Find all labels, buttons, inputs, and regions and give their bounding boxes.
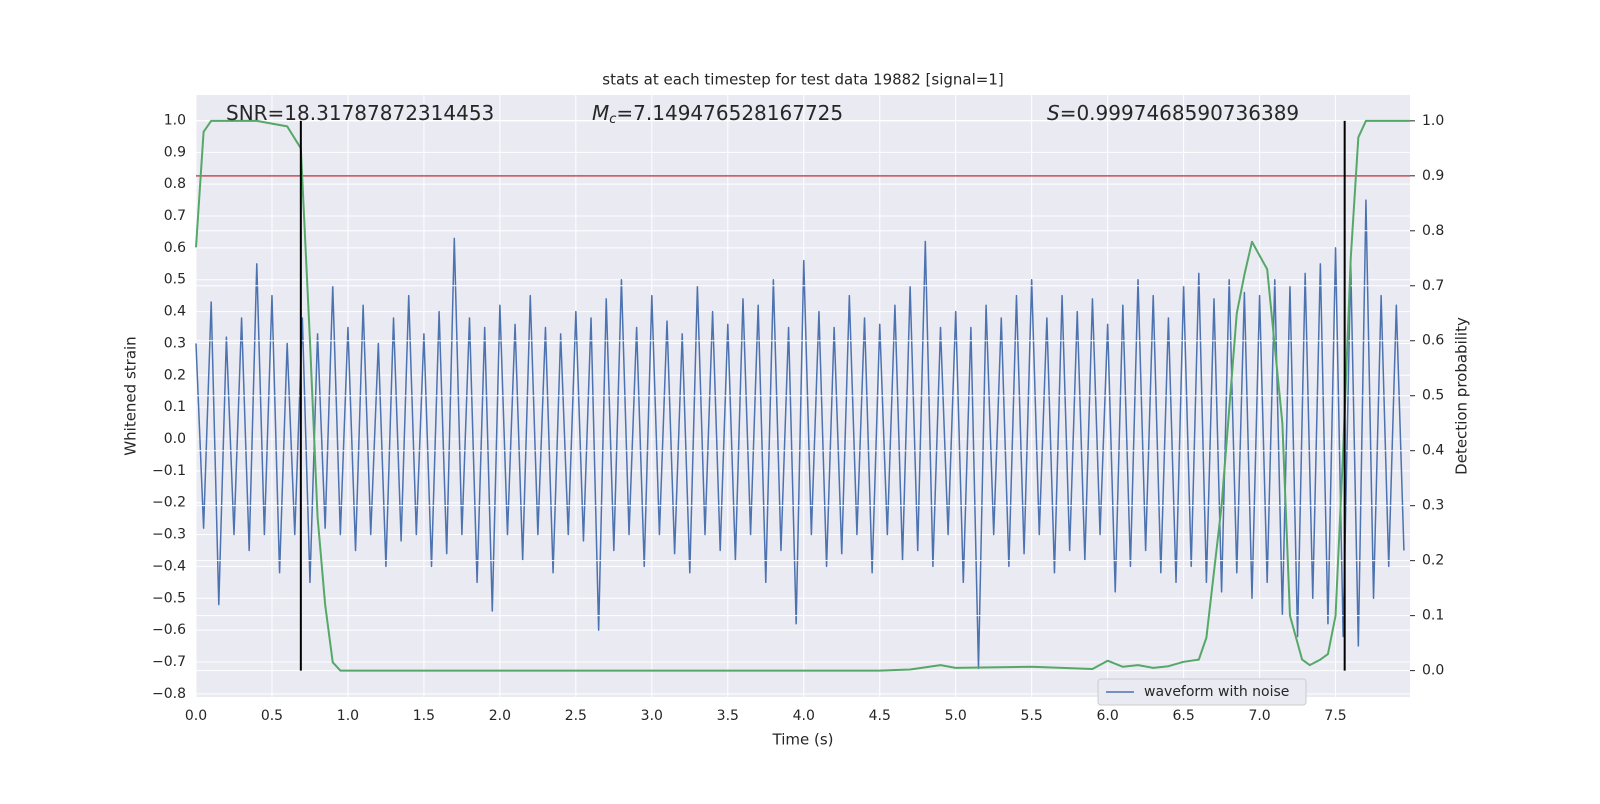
y-tick-label: 0.4	[164, 304, 186, 320]
y2-tick-label: 0.4	[1422, 443, 1444, 459]
y2-tick-label: 1.0	[1422, 113, 1444, 129]
y-tick-label: 0.5	[164, 272, 186, 288]
y-tick-label: −0.5	[152, 590, 186, 606]
x-tick-label: 1.5	[413, 708, 435, 724]
x-tick-label: 0.0	[185, 708, 207, 724]
y-tick-label: −0.8	[152, 686, 186, 702]
y-tick-label: −0.2	[152, 495, 186, 511]
x-tick-label: 5.5	[1021, 708, 1043, 724]
y2-tick-label: 0.9	[1422, 168, 1444, 184]
x-tick-label: 0.5	[261, 708, 283, 724]
annotation: Mc=7.149476528167725	[592, 101, 843, 127]
annotation-subscript: c	[609, 112, 616, 127]
y-tick-label: 0.8	[164, 176, 186, 192]
y-tick-label: −0.7	[152, 654, 186, 670]
x-tick-label: 4.0	[793, 708, 815, 724]
y-tick-label: 0.2	[164, 367, 186, 383]
legend-label: waveform with noise	[1144, 684, 1289, 700]
x-tick-label: 3.0	[641, 708, 663, 724]
y2-tick-label: 0.0	[1422, 663, 1444, 679]
annotation-symbol: S	[1047, 101, 1060, 125]
x-tick-label: 2.0	[489, 708, 511, 724]
x-tick-label: 6.0	[1097, 708, 1119, 724]
y-axis-label: Whitened strain	[122, 336, 140, 455]
x-tick-label: 7.5	[1324, 708, 1346, 724]
annotation: SNR=18.31787872314453	[226, 101, 494, 125]
y2-tick-label: 0.8	[1422, 223, 1444, 239]
y-tick-label: −0.4	[152, 558, 186, 574]
x-tick-label: 3.5	[717, 708, 739, 724]
x-tick-label: 2.5	[565, 708, 587, 724]
probability-line	[195, 119, 1410, 672]
chart-title: stats at each timestep for test data 198…	[602, 71, 1003, 89]
y-tick-label: 0.6	[164, 240, 186, 256]
annotation-text: =0.9997468590736389	[1060, 101, 1299, 125]
y-tick-label: 0.0	[164, 431, 186, 447]
legend-box	[1097, 678, 1307, 706]
x-tick-label: 5.0	[945, 708, 967, 724]
y2-tick-label: 0.6	[1422, 333, 1444, 349]
annotation-symbol: M	[592, 101, 609, 125]
y-tick-label: −0.1	[152, 463, 186, 479]
x-tick-label: 4.5	[869, 708, 891, 724]
y2-tick-label: 0.7	[1422, 278, 1444, 294]
waveform-line	[195, 199, 1405, 670]
y2-tick-label: 0.5	[1422, 388, 1444, 404]
x-axis-label: Time (s)	[772, 731, 834, 749]
x-tick-label: 6.5	[1172, 708, 1194, 724]
y2-axis-label: Detection probability	[1453, 317, 1471, 475]
y-tick-label: 0.1	[164, 399, 186, 415]
annotation: S=0.9997468590736389	[1047, 101, 1299, 125]
x-tick-label: 1.0	[337, 708, 359, 724]
y2-tick-label: 0.2	[1422, 553, 1444, 569]
y2-tick-label: 0.3	[1422, 498, 1444, 514]
y-tick-label: −0.6	[152, 622, 186, 638]
annotation-text: SNR=18.31787872314453	[226, 101, 494, 125]
y2-tick-label: 0.1	[1422, 608, 1444, 624]
y-tick-label: 1.0	[164, 112, 186, 128]
x-tick-label: 7.0	[1248, 708, 1270, 724]
y-tick-label: −0.3	[152, 527, 186, 543]
y-tick-label: 0.7	[164, 208, 186, 224]
y-tick-label: 0.9	[164, 144, 186, 160]
y-tick-label: 0.3	[164, 335, 186, 351]
annotation-text: =7.149476528167725	[616, 101, 843, 125]
